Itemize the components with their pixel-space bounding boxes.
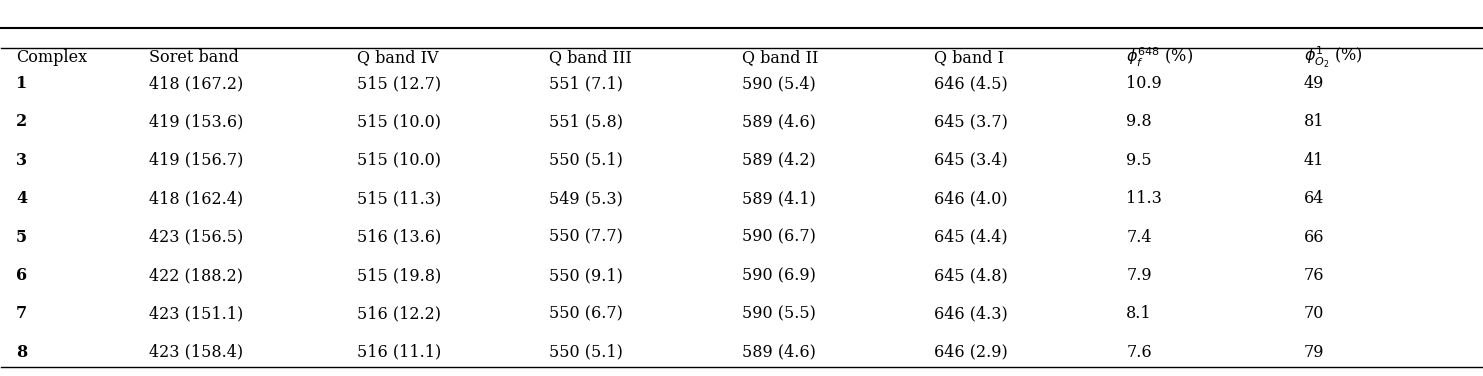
Text: 3: 3 — [16, 152, 27, 169]
Text: 419 (156.7): 419 (156.7) — [150, 152, 243, 169]
Text: 9.8: 9.8 — [1127, 114, 1152, 130]
Text: 590 (6.9): 590 (6.9) — [742, 267, 816, 284]
Text: 550 (6.7): 550 (6.7) — [549, 305, 623, 322]
Text: 590 (6.7): 590 (6.7) — [742, 229, 816, 246]
Text: 64: 64 — [1304, 190, 1324, 207]
Text: Q band II: Q band II — [742, 49, 819, 66]
Text: 515 (19.8): 515 (19.8) — [356, 267, 440, 284]
Text: 8.1: 8.1 — [1127, 305, 1152, 322]
Text: 550 (7.7): 550 (7.7) — [549, 229, 623, 246]
Text: 646 (4.5): 646 (4.5) — [934, 75, 1007, 92]
Text: 66: 66 — [1304, 229, 1324, 246]
Text: 550 (9.1): 550 (9.1) — [549, 267, 623, 284]
Text: Q band I: Q band I — [934, 49, 1004, 66]
Text: 515 (11.3): 515 (11.3) — [356, 190, 440, 207]
Text: 7: 7 — [16, 305, 27, 322]
Text: 516 (11.1): 516 (11.1) — [356, 344, 440, 361]
Text: Q band IV: Q band IV — [356, 49, 437, 66]
Text: 7.6: 7.6 — [1127, 344, 1152, 361]
Text: 515 (10.0): 515 (10.0) — [356, 114, 440, 130]
Text: 589 (4.6): 589 (4.6) — [742, 344, 816, 361]
Text: 4: 4 — [16, 190, 27, 207]
Text: 549 (5.3): 549 (5.3) — [549, 190, 623, 207]
Text: 11.3: 11.3 — [1127, 190, 1163, 207]
Text: 79: 79 — [1304, 344, 1324, 361]
Text: 5: 5 — [16, 229, 27, 246]
Text: 589 (4.6): 589 (4.6) — [742, 114, 816, 130]
Text: 418 (162.4): 418 (162.4) — [150, 190, 243, 207]
Text: 550 (5.1): 550 (5.1) — [549, 152, 623, 169]
Text: 419 (153.6): 419 (153.6) — [150, 114, 243, 130]
Text: 7.4: 7.4 — [1127, 229, 1152, 246]
Text: 422 (188.2): 422 (188.2) — [150, 267, 243, 284]
Text: 7.9: 7.9 — [1127, 267, 1152, 284]
Text: 6: 6 — [16, 267, 27, 284]
Text: 423 (156.5): 423 (156.5) — [150, 229, 243, 246]
Text: 76: 76 — [1304, 267, 1324, 284]
Text: 646 (4.3): 646 (4.3) — [934, 305, 1007, 322]
Text: 516 (13.6): 516 (13.6) — [356, 229, 440, 246]
Text: 1: 1 — [16, 75, 28, 92]
Text: 646 (2.9): 646 (2.9) — [934, 344, 1007, 361]
Text: 590 (5.5): 590 (5.5) — [742, 305, 816, 322]
Text: $\phi_{O_2}^{1}$ (%): $\phi_{O_2}^{1}$ (%) — [1304, 45, 1363, 70]
Text: Soret band: Soret band — [150, 49, 239, 66]
Text: $\phi_f^{648}$ (%): $\phi_f^{648}$ (%) — [1127, 46, 1194, 69]
Text: 645 (4.8): 645 (4.8) — [934, 267, 1007, 284]
Text: 645 (4.4): 645 (4.4) — [934, 229, 1007, 246]
Text: 423 (158.4): 423 (158.4) — [150, 344, 243, 361]
Text: 646 (4.0): 646 (4.0) — [934, 190, 1007, 207]
Text: Q band III: Q band III — [549, 49, 632, 66]
Text: 589 (4.2): 589 (4.2) — [742, 152, 816, 169]
Text: 589 (4.1): 589 (4.1) — [742, 190, 816, 207]
Text: 423 (151.1): 423 (151.1) — [150, 305, 243, 322]
Text: 81: 81 — [1304, 114, 1324, 130]
Text: 49: 49 — [1304, 75, 1324, 92]
Text: 515 (12.7): 515 (12.7) — [356, 75, 440, 92]
Text: 550 (5.1): 550 (5.1) — [549, 344, 623, 361]
Text: 2: 2 — [16, 114, 28, 130]
Text: Complex: Complex — [16, 49, 87, 66]
Text: 516 (12.2): 516 (12.2) — [356, 305, 440, 322]
Text: 9.5: 9.5 — [1127, 152, 1152, 169]
Text: 551 (7.1): 551 (7.1) — [549, 75, 623, 92]
Text: 8: 8 — [16, 344, 28, 361]
Text: 515 (10.0): 515 (10.0) — [356, 152, 440, 169]
Text: 645 (3.4): 645 (3.4) — [934, 152, 1007, 169]
Text: 551 (5.8): 551 (5.8) — [549, 114, 623, 130]
Text: 418 (167.2): 418 (167.2) — [150, 75, 243, 92]
Text: 10.9: 10.9 — [1127, 75, 1163, 92]
Text: 590 (5.4): 590 (5.4) — [742, 75, 816, 92]
Text: 41: 41 — [1304, 152, 1324, 169]
Text: 70: 70 — [1304, 305, 1324, 322]
Text: 645 (3.7): 645 (3.7) — [934, 114, 1008, 130]
